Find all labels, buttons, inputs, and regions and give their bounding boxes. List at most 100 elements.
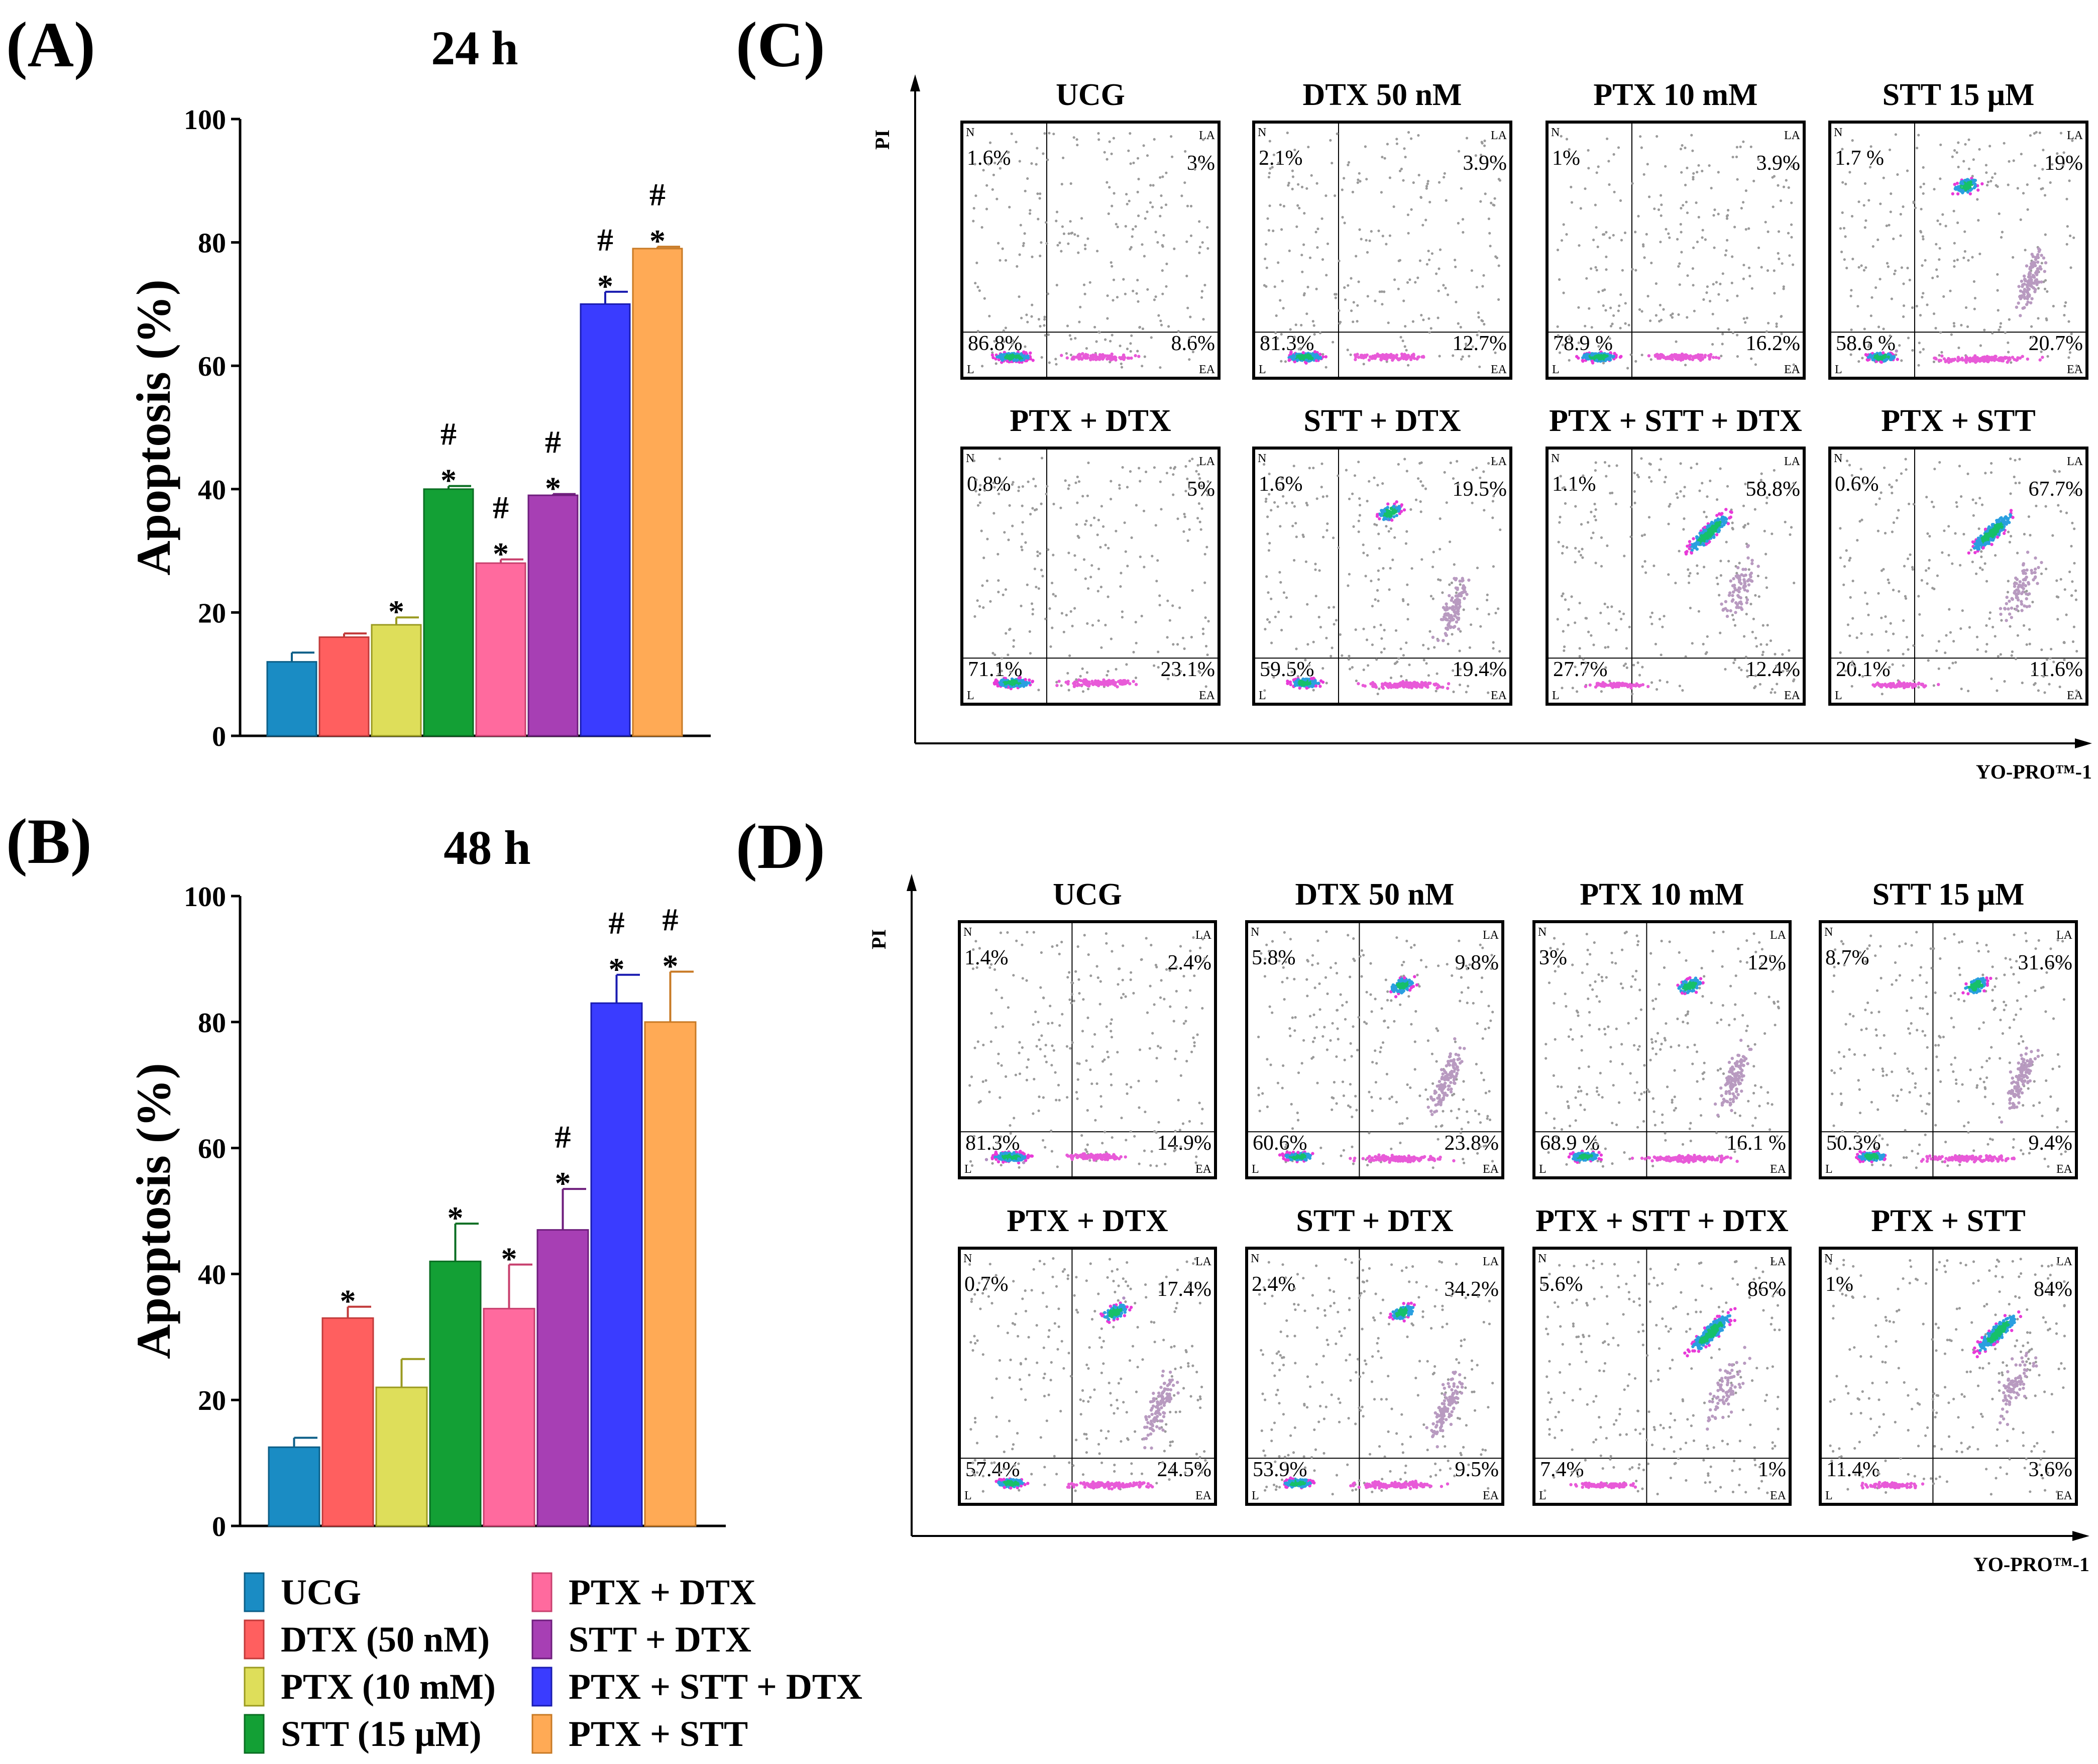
event-dot (1296, 204, 1299, 207)
event-dot (1383, 628, 1386, 632)
event-dot (1614, 502, 1617, 506)
quadrant-label-ea: EA (1491, 363, 1507, 376)
bar-5 (483, 1307, 535, 1527)
event-dot (1159, 480, 1162, 483)
event-dot (1124, 225, 1127, 228)
event-dot (2067, 320, 2070, 323)
event-dot (1166, 599, 1169, 602)
event-dot (1289, 615, 1292, 618)
event-dot (1076, 475, 1079, 479)
y-tick-label: 0 (212, 721, 226, 752)
event-dot (1437, 578, 1440, 581)
event-dot (1102, 525, 1105, 528)
event-dot (1428, 331, 1431, 334)
event-dot (1132, 650, 1135, 653)
event-dot (1840, 250, 1843, 254)
event-dot (1333, 623, 1336, 626)
event-dot (1845, 267, 1848, 270)
event-dot (2033, 290, 2037, 293)
event-dot (1787, 186, 1790, 189)
event-dot (1371, 643, 1374, 646)
event-dot (1406, 583, 1409, 586)
event-dot (1321, 495, 1324, 498)
event-dot (991, 188, 994, 191)
event-dot (1680, 251, 1683, 254)
event-dot (1682, 204, 1685, 207)
event-dot (1996, 289, 1999, 292)
event-dot (1447, 642, 1450, 645)
event-dot (2041, 168, 2044, 171)
event-dot (1701, 169, 1704, 173)
event-dot (988, 314, 991, 317)
event-dot (1423, 681, 1427, 685)
event-dot (1031, 613, 1034, 616)
event-dot (1405, 470, 1408, 473)
event-dot (1447, 622, 1451, 625)
event-dot (1912, 200, 1915, 203)
event-dot (1461, 218, 1465, 221)
event-dot (1349, 668, 1352, 671)
event-dot (1358, 497, 1361, 500)
event-dot (1731, 156, 1734, 159)
event-dot (1266, 515, 1269, 518)
event-dot (1040, 502, 1043, 505)
event-dot (1957, 346, 1960, 350)
event-dot (1116, 226, 1119, 229)
event-dot (1475, 286, 1478, 289)
event-dot (1406, 603, 1409, 606)
event-dot (1419, 683, 1422, 687)
event-dot (1754, 363, 1757, 366)
event-dot (1058, 241, 1061, 244)
event-dot (1441, 686, 1445, 689)
event-dot (1362, 627, 1365, 630)
event-dot (1135, 641, 1138, 644)
event-dot (1289, 328, 1292, 331)
panel-label: (A) (6, 9, 95, 80)
event-dot (1036, 555, 1039, 558)
event-dot (1478, 365, 1481, 368)
event-dot (1106, 355, 1109, 358)
event-dot (1341, 188, 1344, 191)
event-dot (1139, 480, 1142, 483)
event-dot (2038, 131, 2041, 134)
event-dot (1176, 517, 1179, 520)
event-dot (1851, 258, 1854, 261)
event-dot (1433, 646, 1436, 649)
event-dot (1287, 184, 1290, 187)
event-dot (1700, 353, 1704, 357)
event-dot (985, 184, 988, 187)
event-dot (1646, 163, 1649, 166)
event-dot (1869, 314, 1872, 317)
event-dot (1101, 681, 1105, 685)
event-dot (1368, 480, 1371, 483)
event-dot (1949, 360, 1953, 363)
event-dot (1015, 684, 1019, 688)
event-dot (1358, 514, 1361, 517)
event-dot (1321, 353, 1324, 356)
event-dot (1156, 559, 1159, 562)
event-dot (1026, 583, 1029, 586)
event-dot (1077, 480, 1081, 483)
event-dot (2007, 341, 2010, 344)
event-dot (1773, 175, 1776, 178)
event-dot (1664, 476, 1667, 479)
event-dot (1351, 190, 1354, 193)
event-dot (1110, 152, 1113, 155)
event-dot (1971, 175, 1974, 178)
event-dot (1701, 229, 1704, 232)
event-dot (976, 599, 979, 602)
event-dot (1083, 244, 1087, 247)
event-dot (1967, 184, 1970, 188)
event-dot (1318, 569, 1321, 572)
event-dot (1371, 605, 1374, 608)
event-dot (1298, 681, 1302, 685)
event-dot (1268, 621, 1271, 624)
event-dot (1326, 522, 1329, 525)
event-dot (1789, 533, 1792, 536)
event-dot (1279, 581, 1282, 584)
event-dot (1708, 164, 1711, 167)
event-dot (1605, 475, 1608, 478)
event-dot (1956, 356, 1960, 359)
event-dot (1402, 654, 1405, 657)
event-dot (1765, 586, 1769, 589)
